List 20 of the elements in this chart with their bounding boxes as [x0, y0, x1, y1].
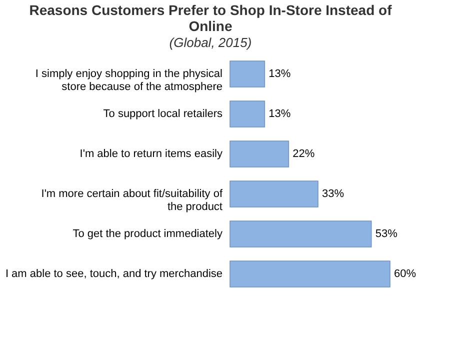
chart-subtitle: (Global, 2015): [169, 35, 252, 50]
y-tick-label: I'm more certain about fit/suitability of the product: [41, 188, 224, 213]
y-tick-label: I'm able to return items easily: [80, 148, 223, 160]
chart-title: Reasons Customers Prefer to Shop In-Store Instead of Online: [29, 2, 392, 34]
y-tick-label: I am able to see, touch, and try merchandise: [5, 268, 222, 280]
bar: [230, 220, 372, 248]
y-tick-label: To support local retailers: [103, 108, 223, 120]
data-label: 22%: [292, 148, 315, 160]
bar: [230, 100, 266, 128]
bar: [230, 180, 318, 208]
data-label: 33%: [322, 188, 344, 200]
data-label: 13%: [268, 108, 291, 120]
y-tick-label: I simply enjoy shopping in the physical store because of the atmosphere: [35, 68, 222, 93]
y-tick-label: To get the product immediately: [72, 228, 223, 240]
data-label: 53%: [375, 228, 398, 240]
bar: [230, 260, 390, 288]
data-label: 13%: [268, 68, 291, 80]
bar: [230, 60, 266, 88]
data-label: 60%: [394, 268, 416, 280]
bar: [230, 140, 290, 168]
